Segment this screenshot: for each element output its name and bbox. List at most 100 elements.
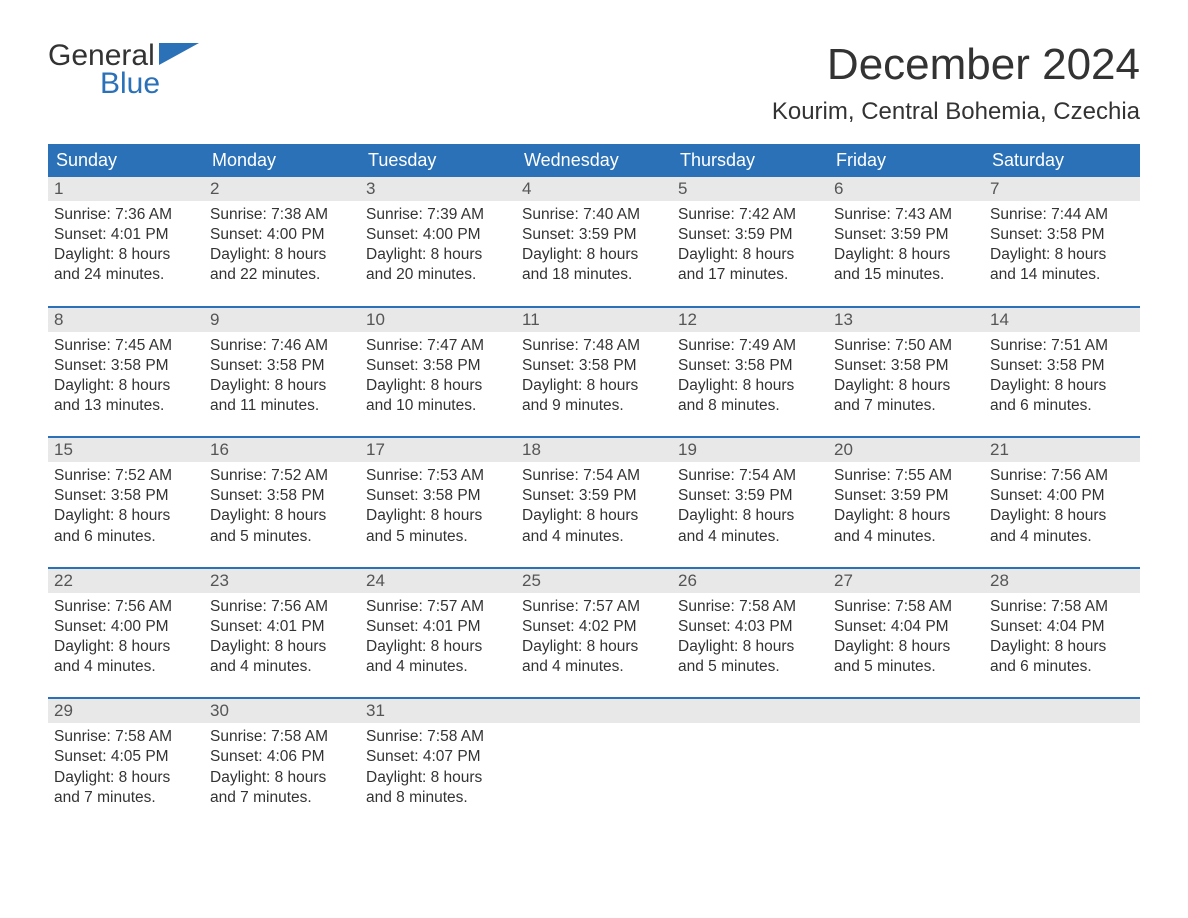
day-number: 16 [204,438,360,462]
week-row: 1Sunrise: 7:36 AMSunset: 4:01 PMDaylight… [48,177,1140,307]
sunset-text: Sunset: 3:58 PM [990,225,1134,245]
weekday-header: Saturday [984,144,1140,177]
daylight-text: Daylight: 8 hours [210,376,354,396]
daylight-text: and 18 minutes. [522,265,666,285]
daylight-text: and 8 minutes. [678,396,822,416]
daylight-text: Daylight: 8 hours [834,376,978,396]
day-cell: 17Sunrise: 7:53 AMSunset: 3:58 PMDayligh… [360,437,516,568]
sunset-text: Sunset: 3:59 PM [678,225,822,245]
day-body: Sunrise: 7:58 AMSunset: 4:05 PMDaylight:… [48,723,204,828]
sunrise-text: Sunrise: 7:52 AM [54,466,198,486]
daylight-text: Daylight: 8 hours [678,506,822,526]
day-cell: 26Sunrise: 7:58 AMSunset: 4:03 PMDayligh… [672,568,828,699]
day-cell [984,698,1140,828]
sunrise-text: Sunrise: 7:42 AM [678,205,822,225]
sunrise-text: Sunrise: 7:54 AM [678,466,822,486]
day-number: 20 [828,438,984,462]
daylight-text: Daylight: 8 hours [54,506,198,526]
day-number: 30 [204,699,360,723]
day-number-empty [516,699,672,723]
sunset-text: Sunset: 3:58 PM [54,486,198,506]
day-cell: 25Sunrise: 7:57 AMSunset: 4:02 PMDayligh… [516,568,672,699]
day-body: Sunrise: 7:58 AMSunset: 4:07 PMDaylight:… [360,723,516,828]
day-body: Sunrise: 7:54 AMSunset: 3:59 PMDaylight:… [516,462,672,567]
daylight-text: Daylight: 8 hours [366,245,510,265]
day-number: 24 [360,569,516,593]
day-number: 29 [48,699,204,723]
day-number: 4 [516,177,672,201]
day-body: Sunrise: 7:39 AMSunset: 4:00 PMDaylight:… [360,201,516,306]
daylight-text: and 7 minutes. [834,396,978,416]
daylight-text: Daylight: 8 hours [990,245,1134,265]
daylight-text: and 6 minutes. [990,396,1134,416]
daylight-text: Daylight: 8 hours [54,245,198,265]
sunrise-text: Sunrise: 7:45 AM [54,336,198,356]
day-body: Sunrise: 7:43 AMSunset: 3:59 PMDaylight:… [828,201,984,306]
day-cell: 7Sunrise: 7:44 AMSunset: 3:58 PMDaylight… [984,177,1140,307]
day-body: Sunrise: 7:49 AMSunset: 3:58 PMDaylight:… [672,332,828,437]
day-cell: 31Sunrise: 7:58 AMSunset: 4:07 PMDayligh… [360,698,516,828]
sunset-text: Sunset: 4:02 PM [522,617,666,637]
daylight-text: and 5 minutes. [834,657,978,677]
daylight-text: Daylight: 8 hours [678,245,822,265]
day-number: 7 [984,177,1140,201]
daylight-text: Daylight: 8 hours [522,506,666,526]
day-cell: 9Sunrise: 7:46 AMSunset: 3:58 PMDaylight… [204,307,360,438]
sunset-text: Sunset: 3:59 PM [834,486,978,506]
daylight-text: and 22 minutes. [210,265,354,285]
sunrise-text: Sunrise: 7:58 AM [834,597,978,617]
day-body: Sunrise: 7:57 AMSunset: 4:01 PMDaylight:… [360,593,516,698]
sunrise-text: Sunrise: 7:58 AM [210,727,354,747]
day-number: 5 [672,177,828,201]
sunset-text: Sunset: 4:01 PM [210,617,354,637]
sunrise-text: Sunrise: 7:56 AM [210,597,354,617]
daylight-text: Daylight: 8 hours [678,637,822,657]
day-number: 11 [516,308,672,332]
day-body: Sunrise: 7:58 AMSunset: 4:06 PMDaylight:… [204,723,360,828]
day-number: 21 [984,438,1140,462]
sunrise-text: Sunrise: 7:54 AM [522,466,666,486]
daylight-text: and 10 minutes. [366,396,510,416]
daylight-text: Daylight: 8 hours [210,245,354,265]
daylight-text: and 4 minutes. [522,527,666,547]
sunrise-text: Sunrise: 7:58 AM [990,597,1134,617]
sunset-text: Sunset: 4:00 PM [210,225,354,245]
day-body: Sunrise: 7:50 AMSunset: 3:58 PMDaylight:… [828,332,984,437]
day-cell: 8Sunrise: 7:45 AMSunset: 3:58 PMDaylight… [48,307,204,438]
sunset-text: Sunset: 3:58 PM [366,486,510,506]
day-cell: 1Sunrise: 7:36 AMSunset: 4:01 PMDaylight… [48,177,204,307]
day-number: 8 [48,308,204,332]
day-number-empty [672,699,828,723]
day-body: Sunrise: 7:58 AMSunset: 4:04 PMDaylight:… [828,593,984,698]
sunset-text: Sunset: 3:59 PM [678,486,822,506]
sunrise-text: Sunrise: 7:58 AM [54,727,198,747]
sunrise-text: Sunrise: 7:36 AM [54,205,198,225]
daylight-text: and 4 minutes. [366,657,510,677]
daylight-text: and 7 minutes. [54,788,198,808]
daylight-text: and 7 minutes. [210,788,354,808]
daylight-text: and 20 minutes. [366,265,510,285]
day-number: 13 [828,308,984,332]
weekday-header-row: Sunday Monday Tuesday Wednesday Thursday… [48,144,1140,177]
daylight-text: and 5 minutes. [366,527,510,547]
daylight-text: Daylight: 8 hours [990,637,1134,657]
day-body: Sunrise: 7:47 AMSunset: 3:58 PMDaylight:… [360,332,516,437]
daylight-text: and 4 minutes. [522,657,666,677]
day-number: 26 [672,569,828,593]
daylight-text: and 6 minutes. [54,527,198,547]
day-cell: 16Sunrise: 7:52 AMSunset: 3:58 PMDayligh… [204,437,360,568]
daylight-text: and 4 minutes. [210,657,354,677]
sunrise-text: Sunrise: 7:38 AM [210,205,354,225]
day-body: Sunrise: 7:44 AMSunset: 3:58 PMDaylight:… [984,201,1140,306]
sunset-text: Sunset: 3:58 PM [54,356,198,376]
day-number: 18 [516,438,672,462]
sunset-text: Sunset: 4:04 PM [990,617,1134,637]
sunrise-text: Sunrise: 7:56 AM [990,466,1134,486]
sunrise-text: Sunrise: 7:46 AM [210,336,354,356]
sunrise-text: Sunrise: 7:48 AM [522,336,666,356]
sunrise-text: Sunrise: 7:56 AM [54,597,198,617]
header: General Blue December 2024 Kourim, Centr… [48,40,1140,126]
day-number: 17 [360,438,516,462]
day-cell: 24Sunrise: 7:57 AMSunset: 4:01 PMDayligh… [360,568,516,699]
sunrise-text: Sunrise: 7:58 AM [366,727,510,747]
